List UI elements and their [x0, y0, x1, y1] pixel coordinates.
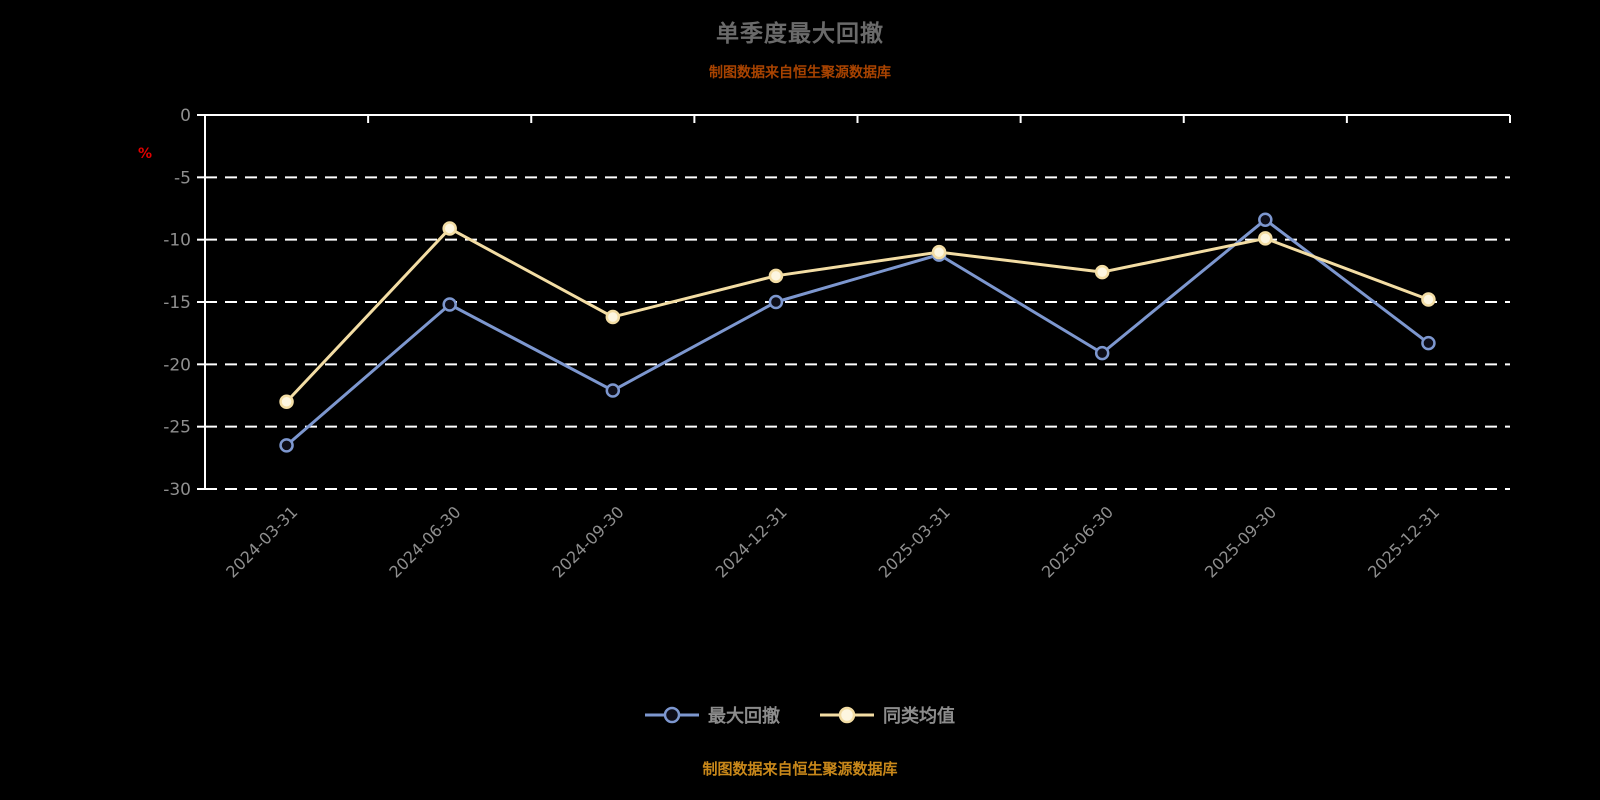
- data-point[interactable]: [1421, 292, 1436, 307]
- data-point[interactable]: [1258, 231, 1273, 246]
- y-tick-label: -30: [163, 480, 191, 500]
- legend-marker-icon: [820, 706, 874, 724]
- data-point[interactable]: [768, 268, 784, 284]
- chart-title: 单季度最大回撤: [716, 21, 884, 47]
- y-tick-label: -25: [163, 418, 191, 438]
- y-tick-label: -5: [174, 168, 191, 188]
- x-tick-label: 2024-12-31: [712, 502, 791, 581]
- legend-label: 同类均值: [883, 706, 955, 727]
- data-point[interactable]: [605, 383, 621, 398]
- chart-legend: 最大回撤 同类均值: [0, 702, 1600, 728]
- x-tick-label: 2024-03-31: [222, 502, 301, 581]
- series-line-1: [285, 226, 1430, 404]
- y-tick-label: -10: [163, 231, 191, 251]
- data-point[interactable]: [1094, 264, 1110, 280]
- x-tick-label: 2025-03-31: [875, 502, 954, 581]
- x-tick-label: 2024-06-30: [385, 502, 464, 581]
- data-point[interactable]: [931, 244, 947, 260]
- chart-subtitle: 制图数据来自恒生聚源数据库: [709, 65, 891, 81]
- x-tick-label: 2025-09-30: [1201, 502, 1280, 581]
- data-point[interactable]: [279, 394, 294, 409]
- series-line-0: [285, 218, 1430, 447]
- legend-item-0[interactable]: 最大回撤: [645, 702, 780, 728]
- legend-item-1[interactable]: 同类均值: [820, 702, 955, 728]
- data-point[interactable]: [442, 221, 457, 236]
- data-point[interactable]: [1421, 335, 1436, 351]
- y-tick-label: -15: [163, 293, 191, 313]
- source-note: 制图数据来自恒生聚源数据库: [702, 760, 898, 778]
- data-point[interactable]: [605, 309, 621, 325]
- data-point[interactable]: [1258, 212, 1273, 227]
- y-axis-unit-label: %: [138, 146, 153, 162]
- x-tick-label: 2025-12-31: [1364, 502, 1443, 581]
- data-point[interactable]: [279, 438, 294, 453]
- legend-label: 最大回撤: [708, 706, 780, 727]
- x-tick-label: 2025-06-30: [1038, 502, 1117, 581]
- x-tick-label: 2024-09-30: [548, 502, 627, 581]
- data-point[interactable]: [1094, 345, 1110, 361]
- y-tick-label: 0: [180, 106, 191, 126]
- legend-marker-icon: [645, 706, 699, 724]
- y-tick-label: -20: [163, 355, 191, 375]
- data-point[interactable]: [442, 297, 457, 312]
- data-point[interactable]: [768, 294, 784, 310]
